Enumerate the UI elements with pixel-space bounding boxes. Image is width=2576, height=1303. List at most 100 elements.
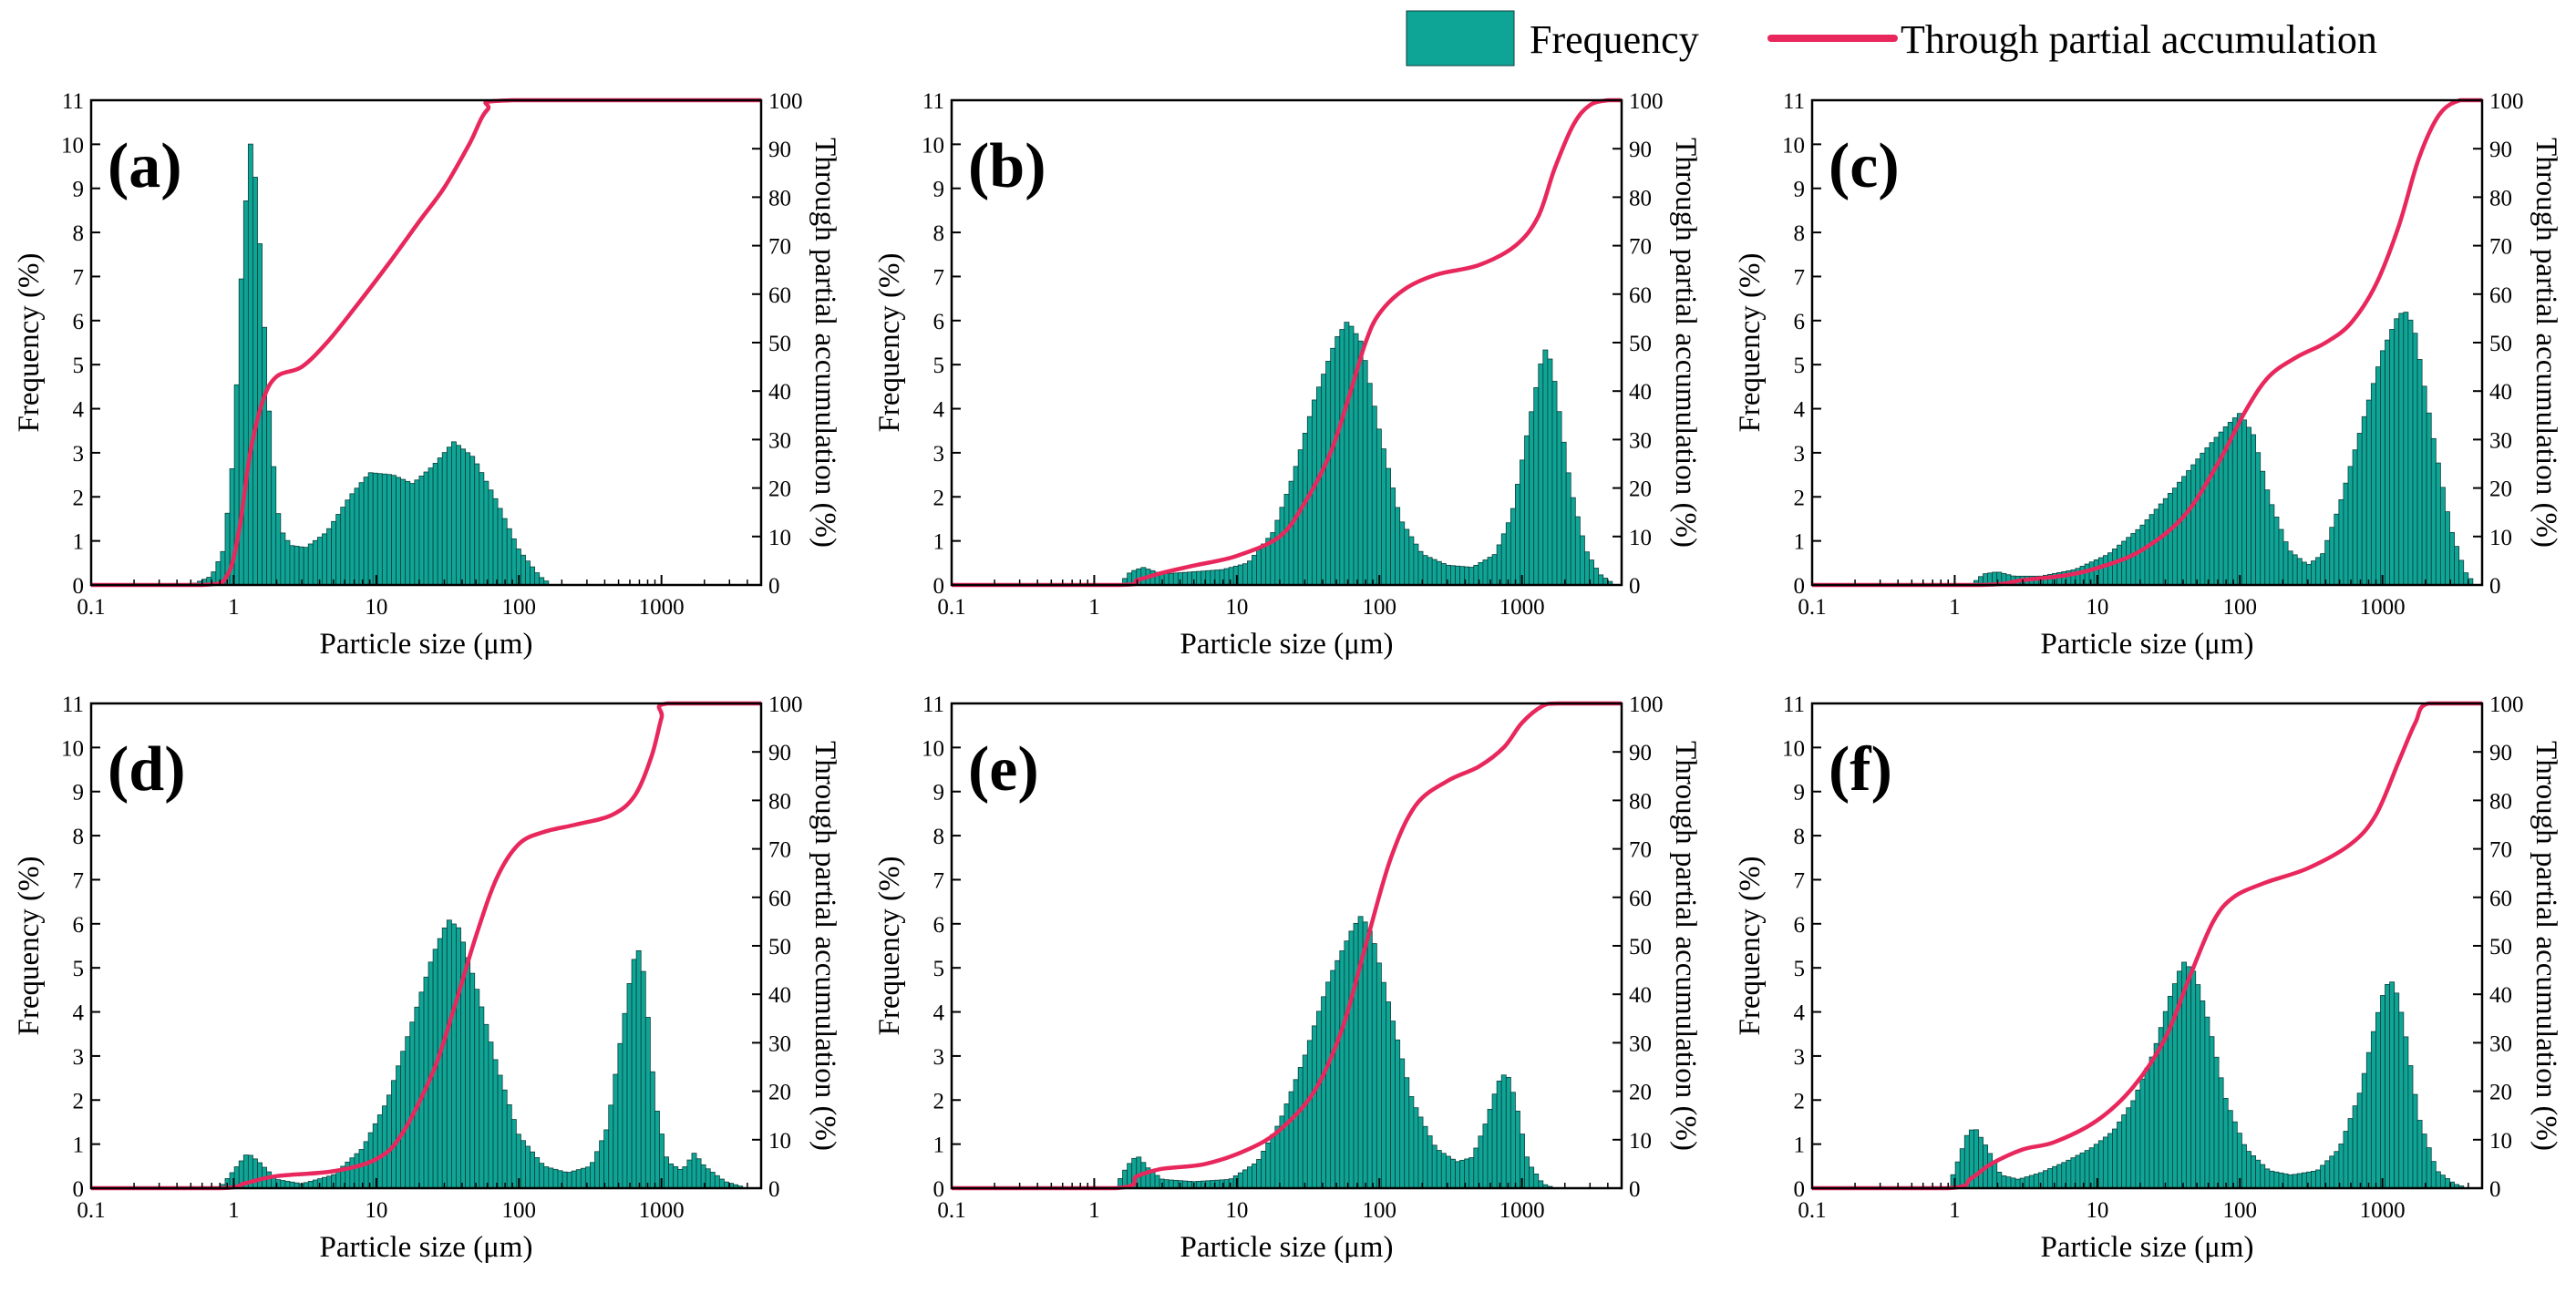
y2-tick-label: 70 — [1629, 838, 1652, 863]
frequency-bar — [1381, 448, 1386, 586]
frequency-bar — [2190, 970, 2197, 1189]
frequency-bar — [1376, 962, 1382, 1189]
frequency-bar — [303, 547, 309, 586]
accumulation-curve — [952, 97, 1622, 588]
x-tick-label: 1 — [1088, 595, 1100, 620]
x-axis-title: Particle size (μm) — [2041, 628, 2254, 661]
frequency-bar — [2370, 383, 2376, 586]
frequency-bar — [2139, 1078, 2146, 1189]
accumulation-curve — [952, 701, 1622, 1191]
frequency-bar — [2439, 487, 2446, 586]
frequency-bar — [474, 463, 480, 586]
panel-label: (c) — [1829, 131, 1900, 201]
frequency-bar — [682, 1166, 688, 1189]
y2-tick-label: 40 — [768, 983, 791, 1008]
frequency-bar — [2421, 1134, 2427, 1189]
y-axis-title: Frequency (%) — [873, 252, 906, 432]
y2-tick-label: 50 — [768, 935, 791, 959]
frequency-bar — [1468, 1157, 1475, 1189]
frequency-bar — [1505, 522, 1511, 586]
frequency-bar — [649, 1071, 655, 1189]
frequency-bar — [423, 471, 429, 586]
frequency-bar — [2056, 1164, 2063, 1189]
y2-tick-label: 60 — [2489, 283, 2512, 308]
x-tick-label: 0.1 — [937, 1198, 965, 1223]
x-tick-label: 1000 — [639, 595, 685, 620]
frequency-bar — [1973, 1129, 1979, 1189]
frequency-bar — [474, 989, 480, 1189]
frequency-bar — [2347, 1118, 2354, 1189]
frequency-bar — [2167, 493, 2173, 586]
y2-tick-label: 100 — [2489, 89, 2524, 114]
frequency-bar — [673, 1165, 679, 1189]
accumulation-curve — [91, 701, 761, 1191]
frequency-bar — [322, 1176, 327, 1189]
y-tick-label: 6 — [73, 913, 85, 938]
y-tick-label: 1 — [73, 1134, 85, 1158]
frequency-bar — [242, 200, 249, 586]
panel-label: (b) — [968, 131, 1046, 201]
frequency-bar — [414, 479, 420, 586]
frequency-bar — [497, 1074, 503, 1189]
panel-c: 0.1 1 10 100 1000012345678910110102030405060… — [1734, 89, 2562, 661]
frequency-bar — [1395, 507, 1401, 586]
frequency-bar — [506, 528, 512, 586]
frequency-bar — [456, 445, 461, 586]
frequency-bar — [1366, 930, 1373, 1189]
frequency-bar — [1482, 1123, 1489, 1189]
frequency-bar — [2385, 984, 2391, 1189]
y2-tick-label: 40 — [2489, 983, 2512, 1008]
frequency-bar — [1500, 1074, 1507, 1189]
frequency-bar — [450, 923, 457, 1189]
frequency-bar — [2028, 1175, 2035, 1189]
frequency-bar — [2231, 417, 2238, 586]
frequency-bar — [2222, 1098, 2229, 1189]
x-tick-label: 10 — [2086, 595, 2108, 620]
frequency-bar — [262, 326, 268, 586]
y2-tick-label: 50 — [2489, 332, 2512, 356]
frequency-bar — [2126, 1107, 2132, 1189]
frequency-bar — [2088, 561, 2095, 586]
y-tick-label: 9 — [1794, 178, 1806, 202]
y-tick-label: 5 — [933, 957, 945, 981]
x-tick-label: 1000 — [1499, 595, 1545, 620]
frequency-bar — [1459, 566, 1466, 586]
x-tick-label: 1 — [1949, 1198, 1961, 1223]
frequency-bar — [608, 1104, 614, 1189]
x-tick-label: 1 — [228, 1198, 240, 1223]
frequency-bar — [1422, 555, 1428, 586]
frequency-bar — [686, 1159, 693, 1189]
frequency-bar — [1533, 386, 1540, 586]
y-tick-label: 8 — [933, 221, 945, 246]
y2-tick-label: 50 — [768, 332, 791, 356]
frequency-bar — [2135, 1089, 2141, 1189]
frequency-bar — [2361, 416, 2367, 586]
y-tick-label: 3 — [1794, 1045, 1806, 1070]
frequency-bar — [1468, 567, 1475, 586]
frequency-bar — [2352, 449, 2358, 586]
y2-tick-label: 30 — [2489, 1031, 2512, 1056]
frequency-bar — [418, 475, 425, 586]
frequency-bar — [2334, 1151, 2340, 1189]
y2-tick-label: 100 — [768, 89, 803, 114]
frequency-bar — [622, 1012, 628, 1189]
frequency-bar — [2380, 350, 2385, 586]
frequency-bar — [1325, 981, 1332, 1189]
frequency-bar — [1168, 572, 1174, 586]
x-tick-label: 100 — [2223, 1198, 2258, 1223]
frequency-bar — [1256, 549, 1262, 586]
frequency-bar — [1538, 364, 1544, 586]
y-tick-label: 3 — [73, 1045, 85, 1070]
frequency-bar — [1404, 528, 1410, 586]
frequency-bar — [2338, 499, 2344, 586]
y-tick-label: 3 — [73, 442, 85, 467]
frequency-bar — [580, 1167, 586, 1189]
frequency-bar — [2356, 433, 2363, 586]
y2-tick-label: 70 — [2489, 838, 2512, 863]
y-tick-label: 1 — [1794, 530, 1806, 555]
frequency-bars — [1118, 322, 1613, 586]
frequency-bar — [1399, 521, 1406, 586]
x-tick-label: 10 — [2086, 1198, 2108, 1223]
frequency-bar — [335, 1170, 342, 1189]
frequency-bar — [1297, 449, 1303, 586]
